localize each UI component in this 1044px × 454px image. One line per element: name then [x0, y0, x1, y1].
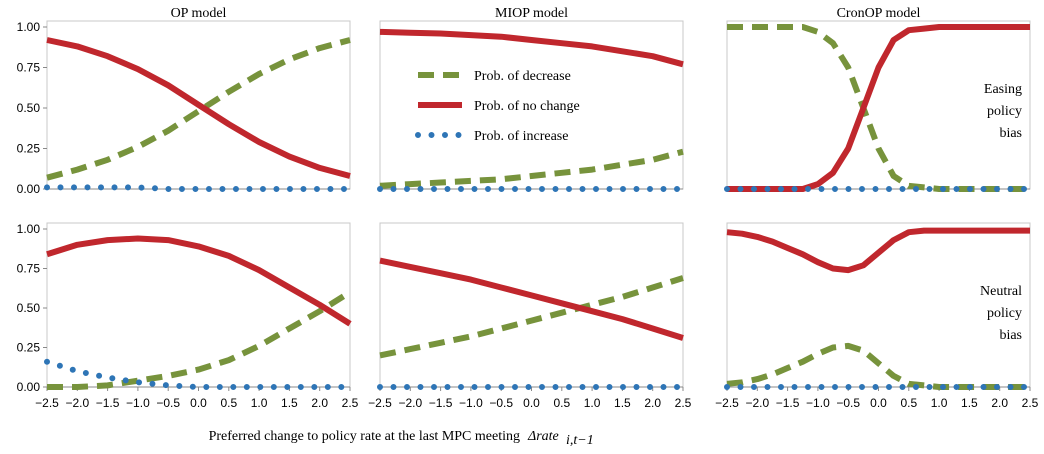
y-tick-label: 1.00 [17, 20, 41, 34]
x-tick-label: −1.5 [776, 396, 800, 410]
x-tick-label: 2.5 [1022, 396, 1039, 410]
x-tick-label: 1.0 [931, 396, 948, 410]
x-tick-label: −1.0 [126, 396, 150, 410]
series-line [379, 257, 684, 341]
x-tick-label: −1.0 [459, 396, 483, 410]
legend-label: Prob. of no change [474, 99, 580, 114]
plot-frame [379, 222, 684, 388]
x-tick-label: 0.5 [900, 396, 917, 410]
x-axis-label: Preferred change to policy rate at the l… [209, 429, 520, 444]
x-tick-label: −1.5 [429, 396, 453, 410]
x-tick-label: −1.0 [806, 396, 830, 410]
x-axis-subscript: i,t−1 [566, 433, 594, 448]
annotation: policy [987, 306, 1022, 321]
series-line [46, 37, 351, 179]
x-tick-label: −2.5 [35, 396, 59, 410]
legend-label: Prob. of increase [474, 129, 568, 144]
x-tick-label: 0.5 [553, 396, 570, 410]
x-tick-label: 1.5 [961, 396, 978, 410]
series-line [379, 275, 684, 359]
y-tick-label: 0.25 [17, 142, 41, 156]
y-tick-label: 0.00 [17, 182, 41, 196]
annotation: policy [987, 104, 1022, 119]
x-tick-label: 1.0 [584, 396, 601, 410]
x-tick-label: 0.0 [523, 396, 540, 410]
series-line [47, 289, 352, 390]
legend-label: Prob. of decrease [474, 69, 571, 84]
series-line [727, 24, 1030, 192]
panel-title: CronOP model [837, 6, 921, 21]
x-tick-label: 2.5 [675, 396, 692, 410]
x-tick-label: 2.0 [991, 396, 1008, 410]
series-line [727, 24, 1030, 192]
series-line [46, 37, 351, 181]
x-tick-label: −2.0 [398, 396, 422, 410]
x-tick-label: 0.0 [190, 396, 207, 410]
x-tick-label: 2.5 [342, 396, 359, 410]
x-tick-label: −2.5 [368, 396, 392, 410]
annotation: Neutral [980, 284, 1022, 299]
series-line [379, 148, 684, 189]
annotation: bias [999, 126, 1022, 141]
annotation: bias [999, 328, 1022, 343]
x-tick-label: −2.0 [745, 396, 769, 410]
series-line [46, 235, 352, 327]
x-tick-label: −0.5 [836, 396, 860, 410]
y-tick-label: 0.75 [17, 61, 41, 75]
panel-title: MIOP model [495, 6, 568, 21]
plot-frame [726, 20, 1031, 190]
x-tick-label: 2.0 [644, 396, 661, 410]
series-line [726, 342, 1030, 390]
y-tick-label: 0.25 [17, 341, 41, 355]
x-tick-label: −2.0 [65, 396, 89, 410]
x-tick-label: 0.0 [870, 396, 887, 410]
x-tick-label: 2.0 [311, 396, 328, 410]
panel-title: OP model [171, 6, 227, 21]
x-tick-label: −1.5 [96, 396, 120, 410]
y-tick-label: 0.50 [17, 301, 41, 315]
series-line [379, 28, 684, 68]
x-tick-label: 1.5 [614, 396, 631, 410]
y-tick-label: 0.00 [17, 380, 41, 394]
y-tick-label: 0.75 [17, 262, 41, 276]
x-tick-label: 1.0 [251, 396, 268, 410]
x-tick-label: −0.5 [156, 396, 180, 410]
series-line [726, 227, 1030, 274]
series-line [44, 358, 353, 390]
x-tick-label: 1.5 [281, 396, 298, 410]
x-tick-label: −0.5 [489, 396, 513, 410]
x-tick-label: 0.5 [220, 396, 237, 410]
annotation: Easing [984, 82, 1022, 97]
y-tick-label: 0.50 [17, 101, 41, 115]
x-axis-symbol: Δrate [527, 429, 559, 444]
x-tick-label: −2.5 [715, 396, 739, 410]
y-tick-label: 1.00 [17, 222, 41, 236]
